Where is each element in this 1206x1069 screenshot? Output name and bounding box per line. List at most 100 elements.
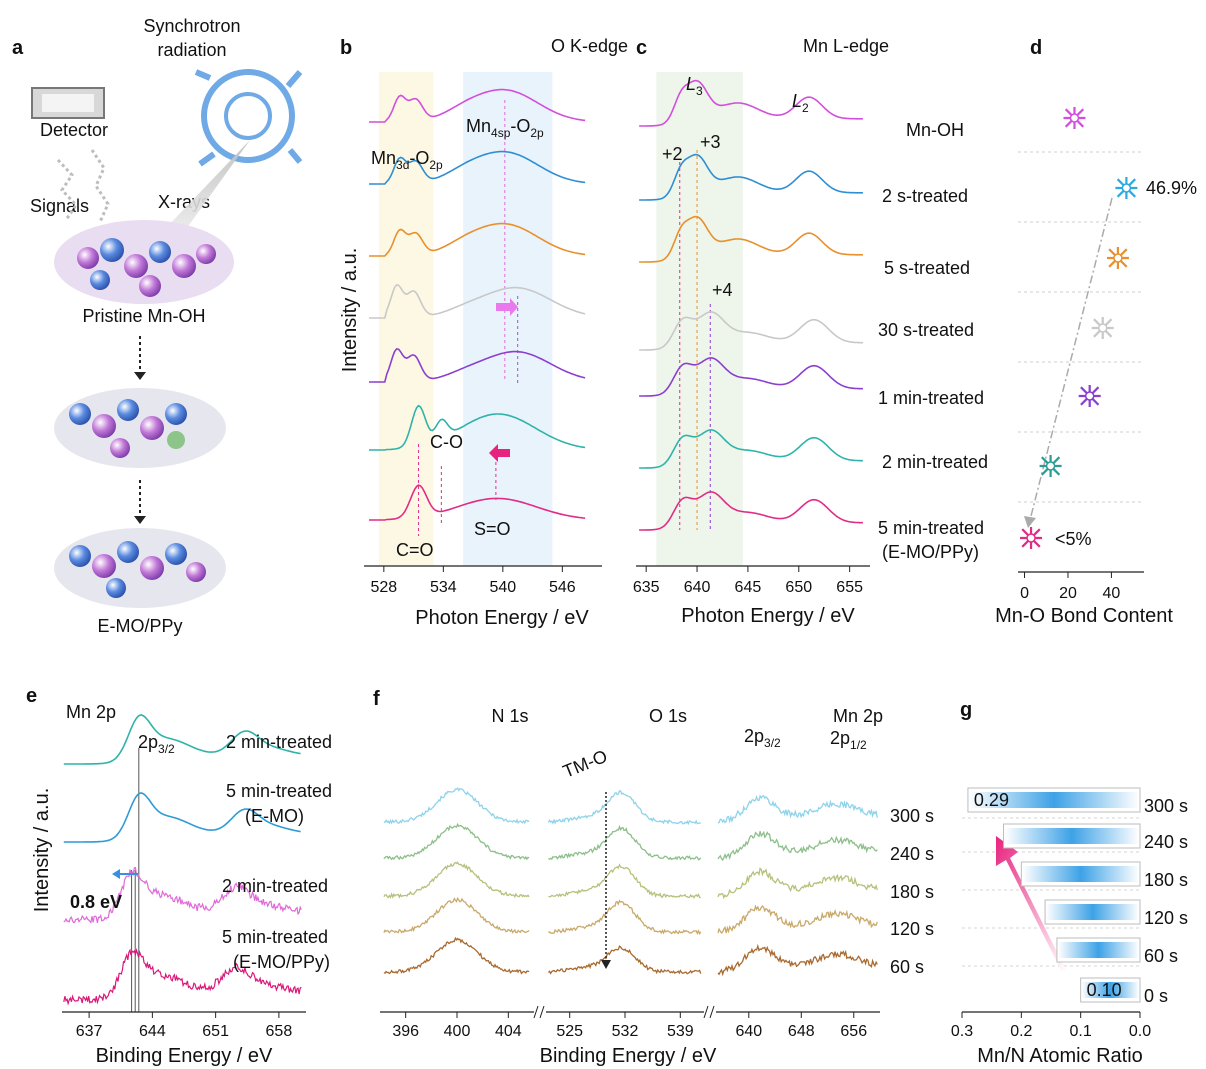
chart-g-category-180-s: 180 s [1144,870,1188,890]
chart-b-x-ticks: 528 534 540 546 [370,566,576,596]
chart-b-ylabel: Intensity / a.u. [339,248,361,373]
pristine-label: Pristine Mn-OH [82,306,205,326]
chart-c: Mn L-edge 635 640 645 650 655 Photon Energy … [633,36,988,627]
chart-f-series-label-180-s: 180 s [890,882,934,902]
chart-c-tick-label-645: 645 [735,579,762,596]
chart-g-bar-fill-120-s [1046,904,1139,920]
chart-f-axis-break-0 [533,1005,545,1019]
signals-label: Signals [30,196,89,216]
chart-f-annot-tmo: TM-O [560,746,610,782]
chart-f-annot-2p32: 2p3/2 [744,726,781,750]
chart-f-series-120-s [383,897,878,936]
chart-f-series-300-s [383,787,878,826]
synchrotron-ring-icon [194,69,303,167]
chart-b-annot-s-double-o: S=O [474,519,511,539]
chart-c-series-1-min-treated [639,357,863,397]
chart-b-shift-arrow-left [489,444,510,462]
pristine-crystal-image [54,220,234,304]
chart-f-series-60-s [383,936,878,977]
chart-b-tick-label-528: 528 [370,579,397,596]
chart-f-series-180-s [383,861,878,900]
chart-g-bar-fill-180-s [1022,866,1139,882]
chart-g-tick-label-0.0: 0.0 [1129,1023,1151,1040]
chart-b-xlabel: Photon Energy / eV [415,607,589,629]
chart-f-tick-label-400: 400 [444,1023,471,1040]
chart-c-annot-l2: L2 [792,91,809,115]
chart-g-bar-fill-240-s [1004,828,1139,844]
panel-letter-g: g [960,699,972,721]
chart-f-tick-label-656: 656 [840,1023,867,1040]
chart-d-point-5-min-treated-e-mo-ppy [1020,527,1043,549]
chart-c-series-mn-oh [639,79,863,127]
chart-b-series-30-s-treated [369,284,586,319]
chart-c-series [639,79,863,531]
chart-g-bar-120-s: 120 s [1044,899,1188,928]
chart-f-xlabel: Binding Energy / eV [540,1045,717,1067]
chart-f-series-240-s [383,822,878,862]
chart-f-region-title-n-1s: N 1s [491,706,528,726]
chart-c-sample-label-2: 5 s-treated [884,258,970,278]
chart-c-series-30-s-treated [639,311,863,351]
chart-b-annot-co: C-O [430,432,463,452]
chart-f-trace-180-s-mn-2p [717,867,878,900]
chart-g-category-300-s: 300 s [1144,796,1188,816]
chart-f-trace-240-s-o-1s [548,824,702,861]
chart-d-annot-low: <5% [1055,529,1092,549]
panel-letter-f: f [373,688,380,710]
chart-d-trend-line [1029,197,1113,521]
chart-d-row-separators [1018,151,1144,503]
synchrotron-label: Synchrotron [143,16,240,36]
chart-f-region-title-mn-2p: Mn 2p [833,706,883,726]
chart-d-point-1-min-treated [1078,385,1101,407]
chart-d-point-mn-oh [1063,107,1086,129]
chart-g-xlabel: Mn/N Atomic Ratio [977,1045,1143,1067]
chart-d-x-ticks: 0 20 40 [1020,572,1120,602]
chart-c-title: Mn L-edge [803,36,889,56]
chart-g-category-60-s: 60 s [1144,946,1178,966]
chart-e-x-ticks: 637 644 651 658 [76,1012,292,1040]
chart-d-tick-label-20: 20 [1059,585,1077,602]
chart-c-sample-label-7: (E-MO/PPy) [882,542,979,562]
chart-e-xlabel: Binding Energy / eV [96,1045,273,1067]
chart-d-marker-core-30-s-treated [1097,323,1108,333]
chart-b-series-5-min-treated-e-mo-ppy [369,484,586,521]
panel-letter-d: d [1030,37,1042,59]
panel-a-schematic: Synchrotron radiation Detector Signals X… [30,16,303,636]
chart-b-title: O K-edge [551,36,628,56]
chart-b-series-mn-oh [369,88,586,123]
chart-c-sample-label-3: 30 s-treated [878,320,974,340]
chart-f-x-axes: 396 400 404 525 532 539 640 648 656 [380,1005,880,1040]
chart-c-sample-label-0: Mn-OH [906,120,964,140]
chart-f-tmo-arrow [601,792,611,969]
chart-d: 46.9% <5% 0 20 40 Mn-O Bond Content [995,107,1197,627]
chart-f-tick-label-404: 404 [495,1023,522,1040]
chart-c-series-5-min-treated-e-mo-ppy [639,491,863,531]
chart-g-category-0-s: 0 s [1144,986,1168,1006]
chart-e-shift-label: 0.8 eV [70,892,122,912]
chart-f-trace-240-s-n-1s [383,822,530,861]
chart-d-tick-label-0: 0 [1020,585,1029,602]
chart-f-trace-120-s-mn-2p [717,904,878,934]
chart-g-bar-60-s: 60 s [1056,937,1178,966]
chart-c-annot-l3: L3 [686,74,703,98]
chart-c-tick-label-635: 635 [633,579,660,596]
chart-f-trace-300-s-mn-2p [717,794,878,824]
chart-d-marker-core-5-s-treated [1113,253,1123,263]
chart-d-annot-high: 46.9% [1146,178,1197,198]
process-arrow-1 [134,336,146,380]
chart-f-tick-label-525: 525 [556,1023,583,1040]
chart-f-trace-300-s-o-1s [547,790,702,826]
detector-label: Detector [40,120,108,140]
chart-f: N 1s O 1s Mn 2p 396 400 404 525 532 539 640 648 65… [380,706,934,1067]
chart-b-series [369,88,586,521]
chart-e-series-3-5-min-treated-e-mo-ppy [63,948,302,1006]
chart-d-points [1020,107,1138,549]
chart-f-trace-60-s-n-1s [383,936,530,975]
chart-g-value-label-high: 0.29 [974,790,1009,810]
chart-d-marker-core-1-min-treated [1084,391,1095,401]
chart-e-label-0: 2 min-treated [226,732,332,752]
chart-e-peak-label: 2p3/2 [138,732,175,756]
chart-g-trend-arrow [996,836,1066,972]
